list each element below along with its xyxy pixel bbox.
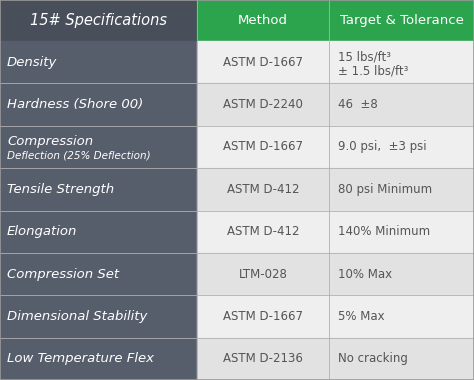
Bar xyxy=(0,253,197,295)
Text: Density: Density xyxy=(7,56,57,69)
Text: Low Temperature Flex: Low Temperature Flex xyxy=(7,352,154,365)
Text: Deflection (25% Deflection): Deflection (25% Deflection) xyxy=(7,150,151,160)
Text: 46  ±8: 46 ±8 xyxy=(338,98,378,111)
Text: Elongation: Elongation xyxy=(7,225,77,238)
Bar xyxy=(329,295,474,338)
Bar xyxy=(329,126,474,168)
Text: Compression Set: Compression Set xyxy=(7,268,119,280)
Bar xyxy=(329,84,474,126)
Text: ASTM D-1667: ASTM D-1667 xyxy=(223,56,303,69)
Text: ± 1.5 lbs/ft³: ± 1.5 lbs/ft³ xyxy=(338,64,408,77)
Bar xyxy=(0,211,197,253)
Text: 140% Minimum: 140% Minimum xyxy=(338,225,430,238)
Bar xyxy=(197,168,329,211)
Bar xyxy=(329,211,474,253)
Text: 80 psi Minimum: 80 psi Minimum xyxy=(338,183,432,196)
Bar xyxy=(197,211,329,253)
Text: ASTM D-412: ASTM D-412 xyxy=(227,225,299,238)
Bar xyxy=(0,126,197,168)
Text: 15 lbs/ft³: 15 lbs/ft³ xyxy=(338,50,391,63)
Bar xyxy=(197,0,474,41)
Text: ASTM D-2136: ASTM D-2136 xyxy=(223,352,303,365)
Text: LTM-028: LTM-028 xyxy=(238,268,288,280)
Text: No cracking: No cracking xyxy=(338,352,408,365)
Bar xyxy=(329,253,474,295)
Bar xyxy=(0,0,197,41)
Bar xyxy=(329,41,474,84)
Bar xyxy=(0,168,197,211)
Text: Tensile Strength: Tensile Strength xyxy=(7,183,114,196)
Bar xyxy=(197,126,329,168)
Text: 15# Specifications: 15# Specifications xyxy=(30,13,167,28)
Text: Target & Tolerance: Target & Tolerance xyxy=(340,14,464,27)
Text: Method: Method xyxy=(238,14,288,27)
Text: 10% Max: 10% Max xyxy=(338,268,392,280)
Text: Dimensional Stability: Dimensional Stability xyxy=(7,310,147,323)
Text: Hardness (Shore 00): Hardness (Shore 00) xyxy=(7,98,143,111)
Text: ASTM D-1667: ASTM D-1667 xyxy=(223,141,303,154)
Text: 9.0 psi,  ±3 psi: 9.0 psi, ±3 psi xyxy=(338,141,427,154)
Bar xyxy=(0,337,197,380)
Bar xyxy=(197,337,329,380)
Bar xyxy=(329,337,474,380)
Text: ASTM D-1667: ASTM D-1667 xyxy=(223,310,303,323)
Bar xyxy=(197,84,329,126)
Bar xyxy=(0,41,197,84)
Text: ASTM D-412: ASTM D-412 xyxy=(227,183,299,196)
Text: ASTM D-2240: ASTM D-2240 xyxy=(223,98,303,111)
Bar xyxy=(197,41,329,84)
Bar xyxy=(0,84,197,126)
Text: Compression: Compression xyxy=(7,135,93,148)
Bar xyxy=(0,295,197,338)
Bar xyxy=(197,253,329,295)
Text: 5% Max: 5% Max xyxy=(338,310,384,323)
Bar xyxy=(197,295,329,338)
Bar xyxy=(329,168,474,211)
